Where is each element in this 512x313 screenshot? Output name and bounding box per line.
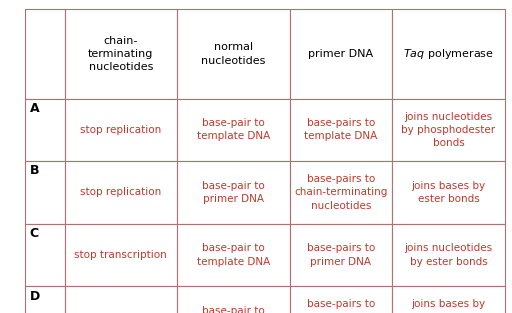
- Text: C: C: [30, 227, 39, 240]
- Text: joins nucleotides
by ester bonds: joins nucleotides by ester bonds: [404, 244, 493, 267]
- Bar: [177, 224, 290, 286]
- Text: stop transcription: stop transcription: [74, 250, 167, 260]
- Text: $\it{Taq}$ polymerase: $\it{Taq}$ polymerase: [403, 47, 494, 61]
- Text: primer DNA: primer DNA: [308, 49, 374, 59]
- Text: stop replication: stop replication: [80, 125, 161, 135]
- Bar: [392, 161, 505, 224]
- Text: joins bases by
ester bonds: joins bases by ester bonds: [412, 181, 485, 204]
- Bar: [177, 286, 290, 313]
- Bar: [392, 9, 505, 99]
- Bar: [65, 99, 177, 161]
- Bar: [25, 99, 65, 161]
- Text: normal
nucleotides: normal nucleotides: [201, 42, 266, 66]
- Bar: [65, 286, 177, 313]
- Bar: [392, 286, 505, 313]
- Text: stop replication: stop replication: [80, 187, 161, 198]
- Bar: [177, 99, 290, 161]
- Text: base-pair to
primer DNA: base-pair to primer DNA: [202, 306, 265, 313]
- Text: base-pair to
primer DNA: base-pair to primer DNA: [202, 181, 265, 204]
- Bar: [392, 224, 505, 286]
- Text: base-pair to
template DNA: base-pair to template DNA: [197, 244, 270, 267]
- Text: base-pairs to
template DNA: base-pairs to template DNA: [304, 118, 378, 141]
- Text: base-pairs to
normal
nucleotides: base-pairs to normal nucleotides: [307, 300, 375, 313]
- Bar: [290, 9, 392, 99]
- Text: base-pair to
template DNA: base-pair to template DNA: [197, 118, 270, 141]
- Bar: [392, 99, 505, 161]
- Bar: [65, 161, 177, 224]
- Text: base-pairs to
chain-terminating
nucleotides: base-pairs to chain-terminating nucleoti…: [294, 174, 388, 211]
- Text: joins nucleotides
by phosphodester
bonds: joins nucleotides by phosphodester bonds: [401, 112, 496, 148]
- Text: chain-
terminating
nucleotides: chain- terminating nucleotides: [88, 36, 154, 72]
- Text: A: A: [30, 102, 39, 115]
- Bar: [290, 99, 392, 161]
- Bar: [290, 224, 392, 286]
- Bar: [65, 9, 177, 99]
- Bar: [25, 161, 65, 224]
- Text: base-pairs to
primer DNA: base-pairs to primer DNA: [307, 244, 375, 267]
- Text: joins bases by
phosphodiester
bonds: joins bases by phosphodiester bonds: [408, 300, 489, 313]
- Bar: [290, 286, 392, 313]
- Bar: [65, 224, 177, 286]
- Bar: [290, 161, 392, 224]
- Bar: [25, 286, 65, 313]
- Text: D: D: [30, 290, 40, 303]
- Bar: [25, 224, 65, 286]
- Bar: [25, 9, 65, 99]
- Text: B: B: [30, 164, 39, 177]
- Bar: [177, 9, 290, 99]
- Bar: [177, 161, 290, 224]
